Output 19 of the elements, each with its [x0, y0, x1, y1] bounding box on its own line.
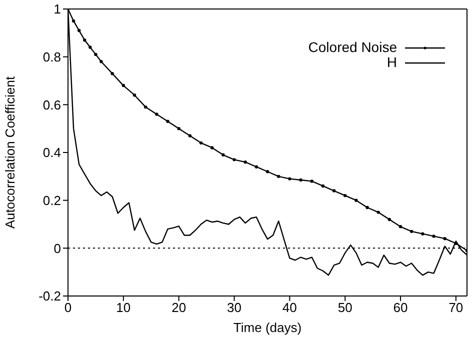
x-tick-label: 40	[282, 300, 297, 316]
y-tick-label: 0.8	[42, 49, 61, 64]
y-tick-label: 0.6	[42, 97, 61, 112]
y-tick-label: 0.2	[42, 192, 61, 208]
x-tick-label: 20	[172, 300, 186, 316]
x-axis-title: Time (days)	[233, 320, 302, 335]
y-axis-title: Autocorrelation Coefficient	[2, 76, 18, 229]
y-tick-label: -0.2	[38, 288, 61, 304]
x-tick-label: 30	[227, 300, 242, 316]
y-tick-label: 0	[54, 240, 61, 256]
x-tick-label: 0	[64, 300, 72, 316]
x-tick-label: 10	[116, 300, 131, 316]
x-tick-label: 50	[338, 300, 352, 316]
y-tick-label: 1	[54, 2, 61, 17]
y-tick-label: 0.4	[42, 145, 61, 160]
x-tick-label: 60	[393, 300, 408, 316]
legend-label: H	[386, 54, 397, 70]
legend-label: Colored Noise	[308, 39, 397, 55]
x-tick-label: 70	[448, 300, 464, 316]
